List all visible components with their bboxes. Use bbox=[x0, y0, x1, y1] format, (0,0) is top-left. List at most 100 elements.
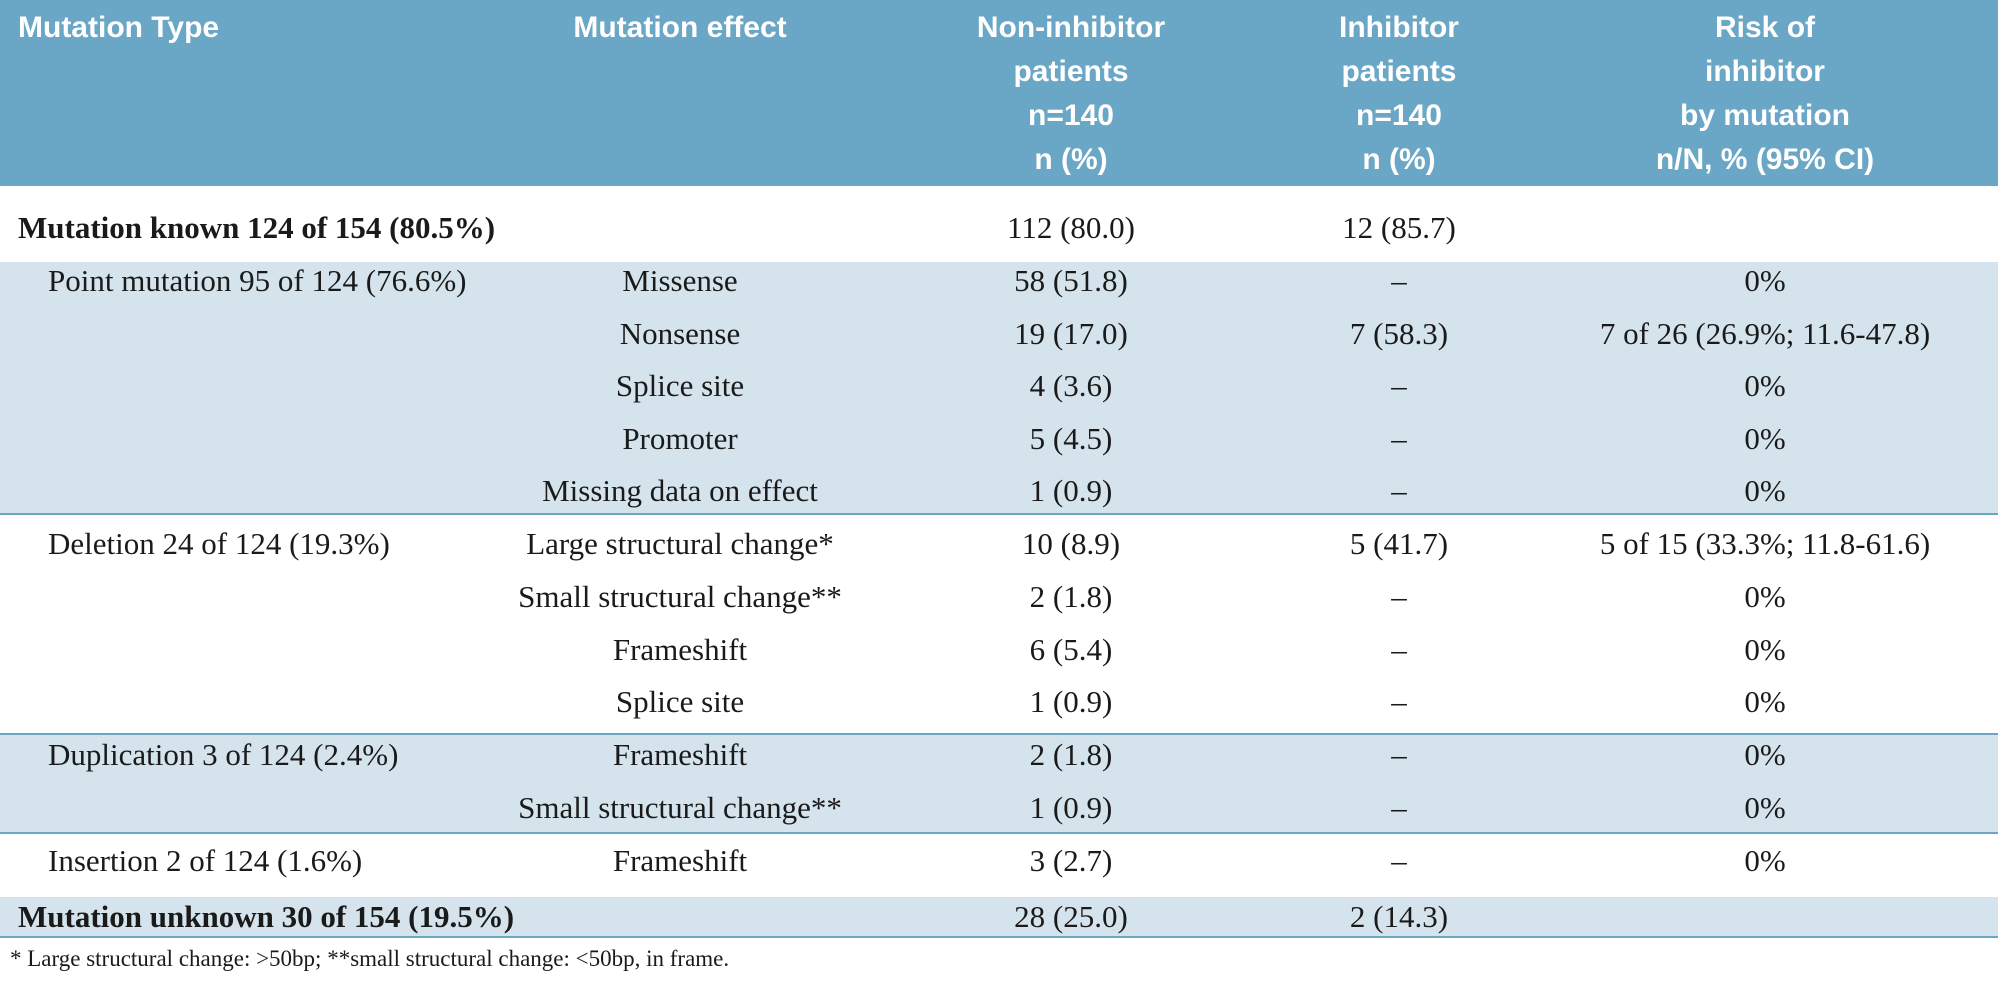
row-inhibitor: – bbox=[1391, 579, 1407, 614]
header-risk-line: n/N, % (95% CI) bbox=[1655, 143, 1875, 176]
header-inhibitor-line: n (%) bbox=[1362, 143, 1436, 176]
row-risk: 0% bbox=[1744, 790, 1786, 825]
row-effect: Frameshift bbox=[612, 737, 748, 772]
rule-table-end bbox=[0, 936, 1998, 938]
table-header: Mutation Type Mutation effect Non-inhibi… bbox=[0, 0, 1998, 186]
row-effect: Splice site bbox=[615, 368, 745, 403]
table-row: Splice site 1 (0.9) – 0% bbox=[0, 676, 1998, 728]
row-risk: 0% bbox=[1744, 421, 1786, 456]
row-risk: 0% bbox=[1744, 263, 1786, 298]
row-non-inhibitor: 10 (8.9) bbox=[1021, 526, 1121, 561]
row-mutation-type: Duplication 3 of 124 (2.4%) bbox=[48, 737, 399, 772]
row-effect: Small structural change** bbox=[518, 790, 842, 825]
table-row: Small structural change** 2 (1.8) – 0% bbox=[0, 571, 1998, 623]
table-row: Mutation unknown 30 of 154 (19.5%) 28 (2… bbox=[0, 891, 1998, 943]
row-non-inhibitor: 58 (51.8) bbox=[1014, 263, 1128, 298]
header-inhibitor: Inhibitor patients n=140 n (%) bbox=[1339, 6, 1459, 182]
row-risk: 0% bbox=[1744, 843, 1786, 878]
table-row: Duplication 3 of 124 (2.4%) Frameshift 2… bbox=[0, 729, 1998, 781]
row-risk: 0% bbox=[1744, 737, 1786, 772]
header-mutation-effect: Mutation effect bbox=[573, 6, 786, 50]
row-effect: Missing data on effect bbox=[542, 473, 818, 508]
header-risk-line: inhibitor bbox=[1705, 55, 1825, 88]
row-non-inhibitor: 4 (3.6) bbox=[1029, 368, 1113, 403]
header-inhibitor-line: Inhibitor bbox=[1339, 11, 1459, 44]
row-non-inhibitor: 112 (80.0) bbox=[1007, 210, 1135, 245]
row-non-inhibitor: 19 (17.0) bbox=[1014, 316, 1128, 351]
row-mutation-type: Insertion 2 of 124 (1.6%) bbox=[48, 843, 363, 878]
row-inhibitor: 2 (14.3) bbox=[1349, 899, 1449, 934]
header-non-inhibitor-line: n (%) bbox=[1034, 143, 1108, 176]
header-risk: Risk of inhibitor by mutation n/N, % (95… bbox=[1656, 6, 1874, 182]
row-inhibitor: – bbox=[1391, 684, 1407, 719]
row-risk: 0% bbox=[1744, 684, 1786, 719]
table-row: Mutation known 124 of 154 (80.5%) 112 (8… bbox=[0, 202, 1998, 254]
table-row: Nonsense 19 (17.0) 7 (58.3) 7 of 26 (26.… bbox=[0, 308, 1998, 360]
table-row: Insertion 2 of 124 (1.6%) Frameshift 3 (… bbox=[0, 835, 1998, 887]
row-mutation-type: Deletion 24 of 124 (19.3%) bbox=[48, 526, 390, 561]
row-effect: Missense bbox=[622, 263, 738, 298]
band-duplication bbox=[0, 734, 1998, 832]
header-non-inhibitor-line: Non-inhibitor bbox=[976, 11, 1166, 44]
row-inhibitor: – bbox=[1391, 843, 1407, 878]
row-effect: Splice site bbox=[615, 684, 745, 719]
row-non-inhibitor: 2 (1.8) bbox=[1029, 579, 1113, 614]
band-point-mutation bbox=[0, 262, 1998, 514]
header-non-inhibitor-line: patients bbox=[1013, 55, 1129, 88]
table-row: Point mutation 95 of 124 (76.6%) Missens… bbox=[0, 255, 1998, 307]
row-risk: 0% bbox=[1744, 473, 1786, 508]
row-risk: 0% bbox=[1744, 368, 1786, 403]
band-mutation-unknown bbox=[0, 897, 1998, 937]
header-non-inhibitor-line: n=140 bbox=[1028, 99, 1114, 132]
row-mutation-type: Mutation unknown 30 of 154 (19.5%) bbox=[18, 899, 515, 934]
row-inhibitor: – bbox=[1391, 632, 1407, 667]
rule-duplication bbox=[0, 733, 1998, 735]
row-effect: Large structural change* bbox=[526, 526, 834, 561]
header-risk-line: Risk of bbox=[1714, 11, 1816, 44]
header-mutation-type-text: Mutation Type bbox=[18, 11, 220, 44]
row-mutation-type: Point mutation 95 of 124 (76.6%) bbox=[48, 263, 467, 298]
table-row: Frameshift 6 (5.4) – 0% bbox=[0, 624, 1998, 676]
table-row: Missing data on effect 1 (0.9) – 0% bbox=[0, 465, 1998, 517]
row-inhibitor: – bbox=[1391, 368, 1407, 403]
row-non-inhibitor: 5 (4.5) bbox=[1029, 421, 1113, 456]
row-inhibitor: – bbox=[1391, 790, 1407, 825]
row-non-inhibitor: 3 (2.7) bbox=[1029, 843, 1113, 878]
header-mutation-type: Mutation Type bbox=[18, 6, 219, 50]
header-inhibitor-line: n=140 bbox=[1356, 99, 1442, 132]
row-inhibitor: – bbox=[1391, 473, 1407, 508]
row-non-inhibitor: 1 (0.9) bbox=[1029, 790, 1113, 825]
row-effect: Small structural change** bbox=[518, 579, 842, 614]
row-mutation-type: Mutation known 124 of 154 (80.5%) bbox=[18, 210, 496, 245]
row-inhibitor: 12 (85.7) bbox=[1342, 210, 1456, 245]
row-inhibitor: 5 (41.7) bbox=[1349, 526, 1449, 561]
table-row: Deletion 24 of 124 (19.3%) Large structu… bbox=[0, 518, 1998, 570]
row-effect: Frameshift bbox=[612, 843, 748, 878]
table-row: Small structural change** 1 (0.9) – 0% bbox=[0, 782, 1998, 834]
row-inhibitor: – bbox=[1391, 421, 1407, 456]
row-non-inhibitor: 2 (1.8) bbox=[1029, 737, 1113, 772]
table-row: Promoter 5 (4.5) – 0% bbox=[0, 413, 1998, 465]
row-risk: 5 of 15 (33.3%; 11.8-61.6) bbox=[1599, 526, 1931, 561]
rule-deletion bbox=[0, 513, 1998, 515]
table-row: Splice site 4 (3.6) – 0% bbox=[0, 360, 1998, 412]
row-effect: Nonsense bbox=[619, 316, 741, 351]
row-non-inhibitor: 28 (25.0) bbox=[1014, 899, 1128, 934]
row-inhibitor: – bbox=[1391, 737, 1407, 772]
rule-insertion bbox=[0, 832, 1998, 834]
row-risk: 7 of 26 (26.9%; 11.6-47.8) bbox=[1599, 316, 1931, 351]
table-footnote: * Large structural change: >50bp; **smal… bbox=[10, 946, 730, 971]
row-inhibitor: 7 (58.3) bbox=[1349, 316, 1449, 351]
header-risk-line: by mutation bbox=[1680, 99, 1850, 132]
row-non-inhibitor: 1 (0.9) bbox=[1029, 473, 1113, 508]
header-mutation-effect-text: Mutation effect bbox=[573, 11, 787, 44]
row-non-inhibitor: 1 (0.9) bbox=[1029, 684, 1113, 719]
row-risk: 0% bbox=[1744, 632, 1786, 667]
row-inhibitor: – bbox=[1391, 263, 1407, 298]
header-non-inhibitor: Non-inhibitor patients n=140 n (%) bbox=[977, 6, 1165, 182]
row-risk: 0% bbox=[1744, 579, 1786, 614]
row-effect: Frameshift bbox=[612, 632, 748, 667]
row-non-inhibitor: 6 (5.4) bbox=[1029, 632, 1113, 667]
row-effect: Promoter bbox=[622, 421, 738, 456]
header-inhibitor-line: patients bbox=[1341, 55, 1457, 88]
